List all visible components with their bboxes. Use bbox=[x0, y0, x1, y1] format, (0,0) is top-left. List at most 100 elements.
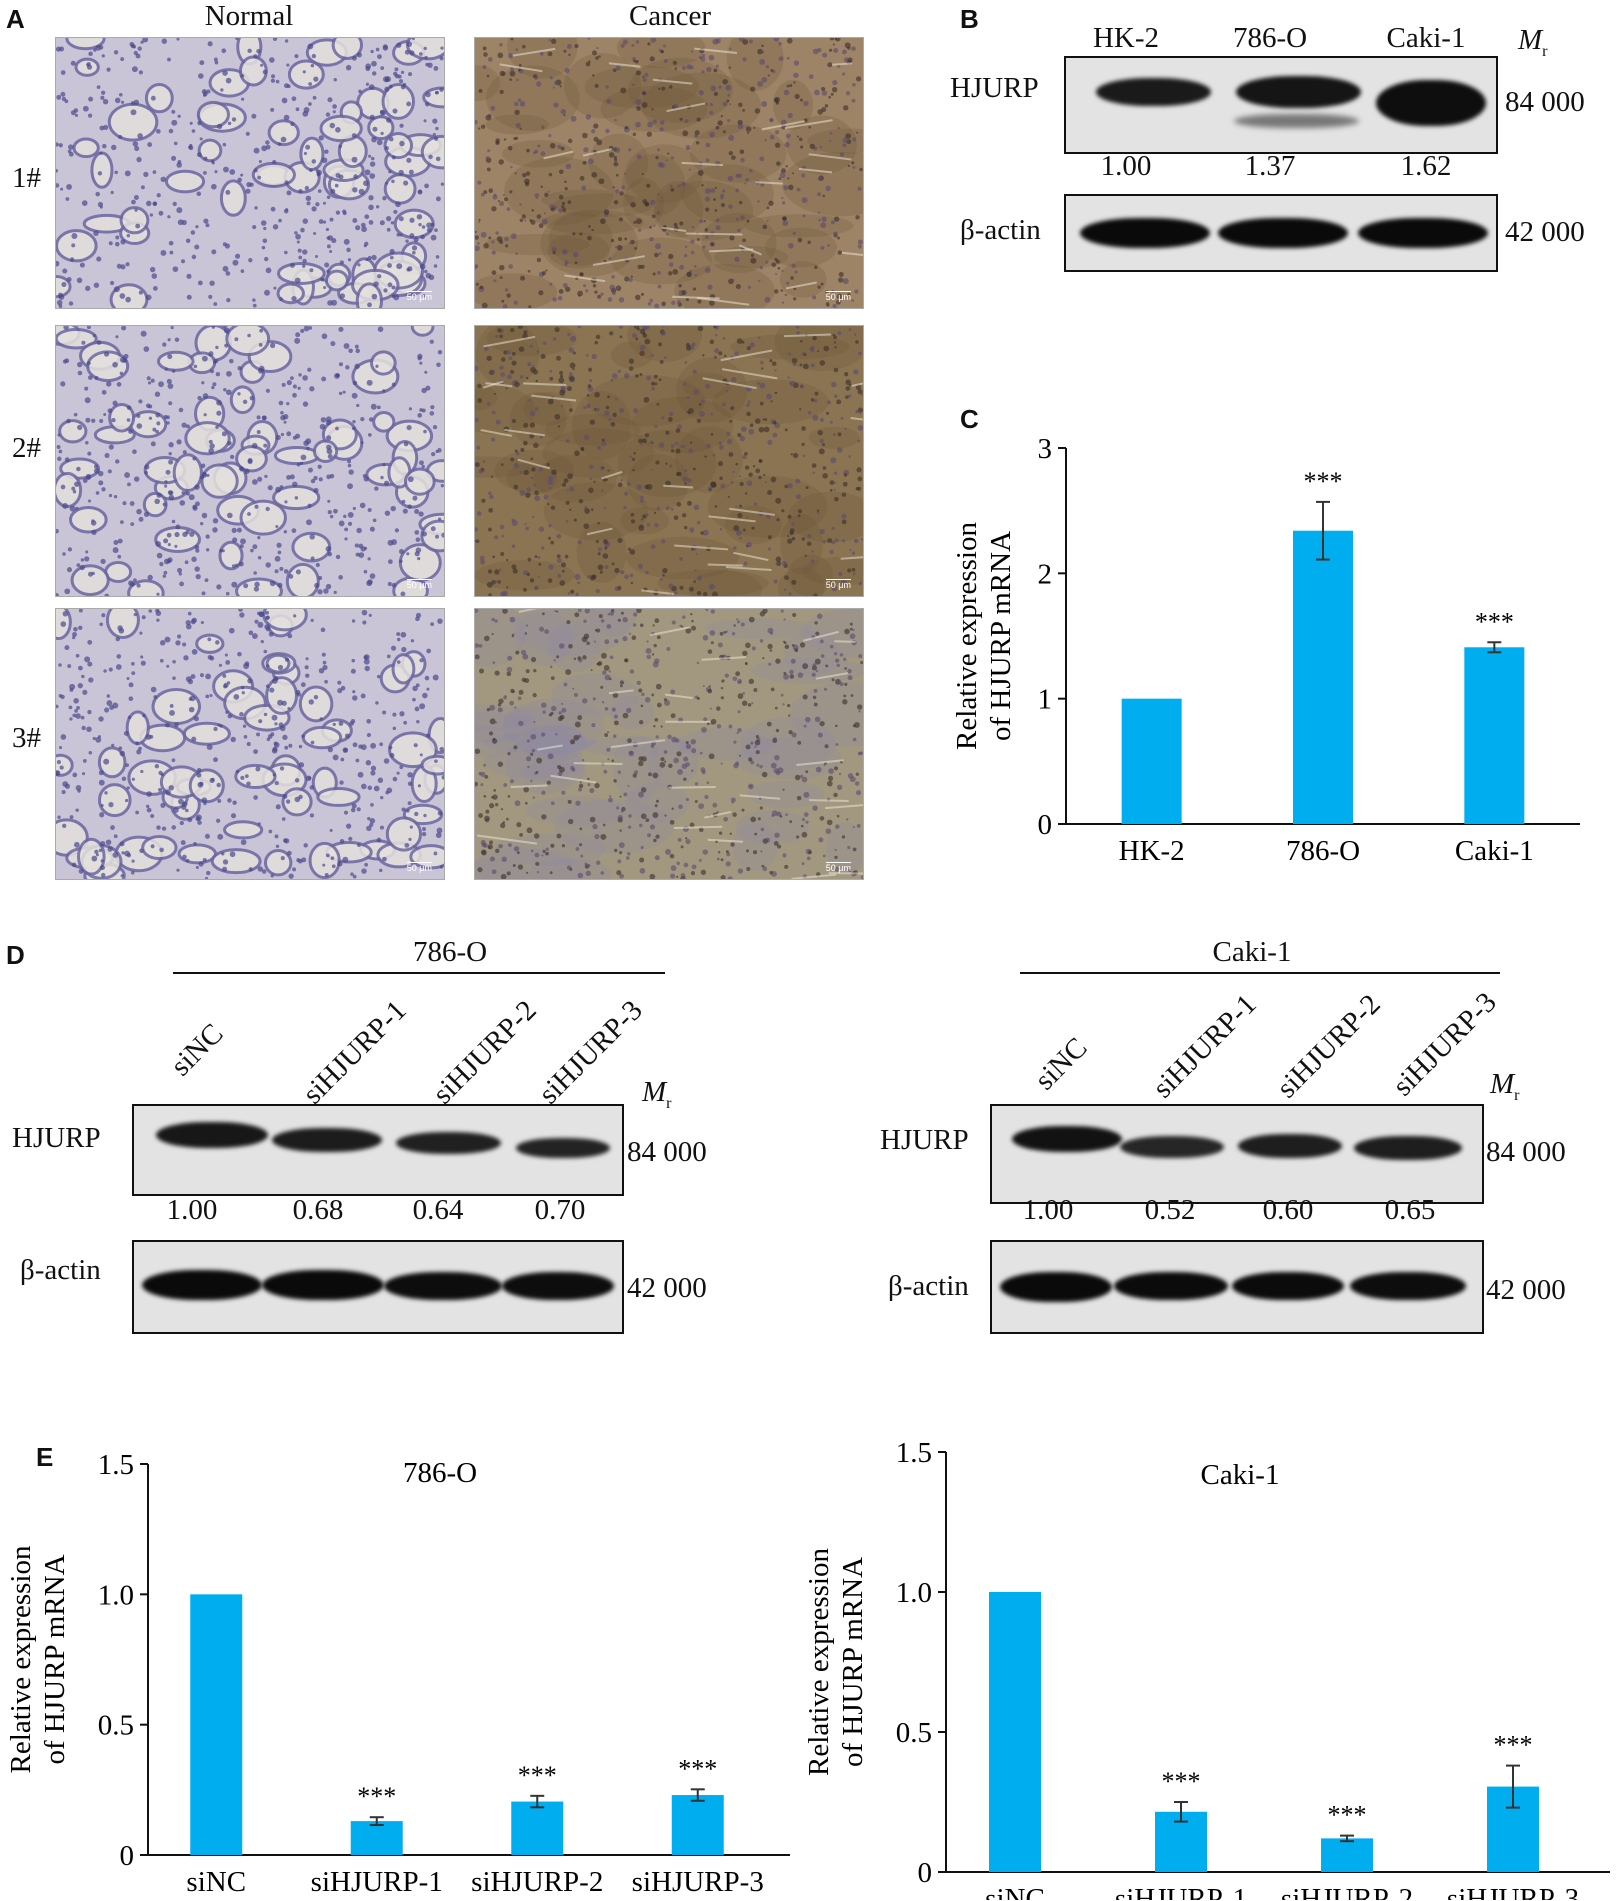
bar-siNC bbox=[989, 1592, 1041, 1872]
ihc-column-normal-label: Normal bbox=[204, 0, 294, 32]
y-tick-label: 0 bbox=[120, 1840, 135, 1872]
ihc-micrograph-normal-1: 50 μm bbox=[55, 37, 445, 309]
blot-d-right-mr-label: Mr bbox=[1490, 1068, 1520, 1104]
blot-b-mr-label: Mr bbox=[1518, 24, 1548, 60]
y-axis-label: Relative expression bbox=[951, 522, 983, 750]
blot-d-right-lane-3: siHJURP-2 bbox=[1270, 988, 1387, 1105]
blot-d-left-hjurp-label: HJURP bbox=[12, 1122, 101, 1154]
blot-b-actin-label: β-actin bbox=[960, 214, 1041, 246]
significance-marker: *** bbox=[1304, 467, 1343, 496]
significance-marker: *** bbox=[1475, 607, 1514, 636]
blot-b-ratio-2: 1.37 bbox=[1244, 150, 1296, 182]
panel-label-d: D bbox=[6, 940, 25, 970]
ihc-micrograph-normal-3: 50 μm bbox=[55, 608, 445, 880]
ihc-row-label-1: 1# bbox=[12, 162, 41, 194]
blot-d-left-cell-label: 786-O bbox=[412, 936, 488, 968]
blot-d-left-ratio-2: 0.68 bbox=[292, 1194, 344, 1226]
chart-title: Caki-1 bbox=[1201, 1459, 1280, 1491]
blot-d-left-mr-label: Mr bbox=[642, 1076, 672, 1112]
blot-d-left-actin-membrane bbox=[132, 1240, 624, 1334]
significance-marker: *** bbox=[357, 1782, 396, 1811]
blot-b-hjurp-label: HJURP bbox=[950, 72, 1039, 104]
bar-siHJURP-3 bbox=[671, 1795, 724, 1855]
significance-marker: *** bbox=[1328, 1801, 1367, 1830]
blot-d-right-ratio-2: 0.52 bbox=[1144, 1194, 1196, 1226]
blot-d-left-actin-label: β-actin bbox=[20, 1254, 101, 1286]
x-tick-label-siHJURP-2: siHJURP-2 bbox=[1281, 1883, 1413, 1900]
blot-d-right-ratio-1: 1.00 bbox=[1022, 1194, 1074, 1226]
blot-band bbox=[1232, 1272, 1344, 1300]
x-tick-label-siHJURP-3: siHJURP-3 bbox=[1447, 1883, 1579, 1900]
blot-b-lane-caki1: Caki-1 bbox=[1386, 22, 1466, 54]
y-axis-label: of HJURP mRNA bbox=[985, 531, 1017, 741]
blot-d-right-group-line bbox=[1020, 972, 1500, 974]
scale-bar-label: 50 μm bbox=[825, 291, 851, 302]
panel-label-a: A bbox=[6, 4, 25, 34]
blot-b-ratio-3: 1.62 bbox=[1400, 150, 1452, 182]
panel-label-c: C bbox=[960, 404, 979, 434]
blot-d-left-ratio-3: 0.64 bbox=[412, 1194, 464, 1226]
blot-band bbox=[1114, 1272, 1228, 1300]
blot-d-right-actin-mw: 42 000 bbox=[1486, 1274, 1566, 1306]
blot-d-right-hjurp-label: HJURP bbox=[880, 1124, 969, 1156]
bar-siHJURP-2 bbox=[1321, 1838, 1373, 1872]
y-tick-label: 1.5 bbox=[896, 1437, 932, 1469]
blot-d-left-ratio-4: 0.70 bbox=[534, 1194, 586, 1226]
blot-d-right-cell-label: Caki-1 bbox=[1212, 936, 1292, 968]
blot-band bbox=[1234, 114, 1359, 128]
scale-bar-label: 50 μm bbox=[825, 862, 851, 873]
y-tick-label: 0.5 bbox=[896, 1717, 932, 1749]
x-tick-label-786-O: 786-O bbox=[1286, 835, 1360, 867]
blot-b-ratio-1: 1.00 bbox=[1100, 150, 1152, 182]
blot-b-actin-membrane bbox=[1064, 194, 1498, 272]
blot-band bbox=[1000, 1272, 1112, 1302]
x-tick-label-siHJURP-2: siHJURP-2 bbox=[471, 1866, 603, 1898]
blot-d-left-lane-3: siHJURP-2 bbox=[426, 994, 543, 1111]
blot-d-right-lane-4: siHJURP-3 bbox=[1386, 986, 1503, 1103]
blot-band bbox=[1238, 1134, 1342, 1158]
x-tick-label-Caki-1: Caki-1 bbox=[1455, 835, 1534, 867]
ihc-micrograph-cancer3-3: 50 μm bbox=[474, 608, 864, 880]
significance-marker: *** bbox=[1162, 1767, 1201, 1796]
blot-band bbox=[384, 1272, 502, 1300]
blot-b-hjurp-mw: 84 000 bbox=[1505, 86, 1585, 118]
bar-Caki-1 bbox=[1464, 647, 1525, 824]
blot-d-right-hjurp-membrane bbox=[990, 1104, 1484, 1204]
ihc-micrograph-normal-2: 50 μm bbox=[55, 325, 445, 597]
y-axis-label: Relative expression bbox=[803, 1548, 835, 1776]
blot-d-right-ratio-4: 0.65 bbox=[1384, 1194, 1436, 1226]
blot-band bbox=[516, 1138, 610, 1158]
blot-band bbox=[156, 1122, 268, 1148]
blot-band bbox=[1358, 218, 1488, 248]
x-tick-label-siNC: siNC bbox=[985, 1883, 1045, 1900]
blot-band bbox=[1080, 218, 1210, 248]
ihc-row-label-3: 3# bbox=[12, 722, 41, 754]
y-tick-label: 0 bbox=[918, 1857, 933, 1889]
blot-d-right-lane-1: siNC bbox=[1028, 1031, 1094, 1097]
blot-band bbox=[1354, 1136, 1462, 1160]
blot-band bbox=[142, 1270, 262, 1300]
ihc-row-label-2: 2# bbox=[12, 432, 41, 464]
blot-d-left-hjurp-mw: 84 000 bbox=[627, 1136, 707, 1168]
blot-band bbox=[1350, 1272, 1466, 1300]
panel-label-e: E bbox=[36, 1442, 54, 1472]
blot-d-right-ratio-3: 0.60 bbox=[1262, 1194, 1314, 1226]
blot-band bbox=[1236, 76, 1361, 108]
blot-b-lane-hk2: HK-2 bbox=[1092, 22, 1160, 54]
scale-bar-label: 50 μm bbox=[406, 862, 432, 873]
blot-band bbox=[396, 1132, 501, 1154]
blot-d-left-group-line bbox=[173, 972, 665, 974]
bar-siNC bbox=[190, 1594, 243, 1855]
blot-band bbox=[1376, 80, 1486, 126]
scale-bar-label: 50 μm bbox=[406, 291, 432, 302]
chart-e-right: 0 0.5 1.0 1.5 Relative expression of HJURP mR… bbox=[803, 1437, 1610, 1900]
blot-d-left-hjurp-membrane bbox=[132, 1104, 624, 1196]
y-tick-label: 1.5 bbox=[98, 1449, 134, 1481]
blot-d-left-actin-mw: 42 000 bbox=[627, 1272, 707, 1304]
blot-d-right-hjurp-mw: 84 000 bbox=[1486, 1136, 1566, 1168]
bar-786-O bbox=[1293, 530, 1353, 824]
x-tick-label-siHJURP-1: siHJURP-1 bbox=[311, 1866, 443, 1898]
blot-band bbox=[1218, 218, 1348, 248]
chart-e-left: 0 0.5 1.0 1.5 Relative expression of HJURP mR… bbox=[5, 1449, 790, 1898]
blot-band bbox=[1120, 1136, 1224, 1158]
